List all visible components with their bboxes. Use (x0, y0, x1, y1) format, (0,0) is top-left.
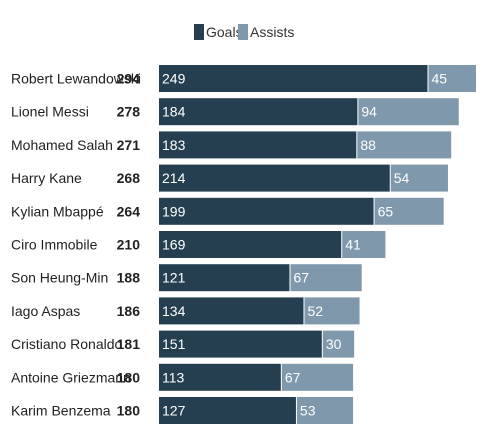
bar-goals (159, 231, 342, 258)
legend-label-assists: Assists (250, 24, 294, 40)
data-label-goals: 184 (162, 104, 186, 120)
data-label-goals: 214 (162, 170, 186, 186)
data-label-assists: 88 (360, 137, 376, 153)
data-label-assists: 67 (285, 369, 301, 385)
data-label-goals: 127 (162, 403, 186, 419)
bar-goals (159, 297, 304, 325)
bar-goals (159, 164, 390, 192)
data-label-goals: 121 (162, 270, 186, 286)
category-label: Kylian Mbappé (11, 203, 104, 219)
category-label: Mohamed Salah (11, 137, 113, 153)
bar-goals (159, 197, 374, 225)
bar-assists (322, 330, 355, 358)
bar-goals (159, 65, 428, 92)
category-label: Iago Aspas (11, 303, 80, 319)
data-label-assists: 41 (345, 237, 361, 253)
category-label: Cristiano Ronaldo (11, 336, 122, 352)
bar-assists (296, 397, 354, 424)
data-label-assists: 30 (326, 336, 342, 352)
total-label: 271 (117, 137, 141, 153)
bar-goals (159, 397, 296, 424)
category-label: Lionel Messi (11, 104, 89, 120)
bar-assists (290, 264, 362, 292)
data-label-assists: 53 (300, 403, 316, 419)
bar-assists (358, 98, 459, 126)
data-label-goals: 134 (162, 303, 186, 319)
bar-assists (342, 231, 386, 258)
data-label-goals: 113 (162, 369, 185, 385)
data-label-goals: 199 (162, 203, 186, 219)
data-label-assists: 45 (431, 71, 447, 87)
data-label-assists: 65 (378, 203, 394, 219)
category-label: Son Heung-Min (11, 270, 108, 286)
bar-assists (281, 363, 354, 391)
total-label: 278 (117, 104, 141, 120)
total-label: 180 (117, 369, 141, 385)
bar-assists (390, 164, 448, 192)
data-label-assists: 67 (293, 270, 309, 286)
bar-goals (159, 363, 281, 391)
category-label: Harry Kane (11, 170, 82, 186)
total-label: 188 (117, 270, 141, 286)
bar-assists (374, 197, 444, 225)
bar-assists (357, 131, 452, 159)
data-label-assists: 54 (394, 170, 410, 186)
data-label-assists: 52 (307, 303, 323, 319)
total-label: 294 (117, 71, 141, 87)
data-label-goals: 169 (162, 237, 186, 253)
category-label: Robert Lewandowski (11, 71, 141, 87)
bar-goals (159, 264, 290, 292)
category-label: Ciro Immobile (11, 237, 98, 253)
category-label: Karim Benzema (11, 403, 111, 419)
bar-assists (428, 65, 476, 92)
total-label: 181 (117, 336, 141, 352)
data-label-goals: 183 (162, 137, 186, 153)
bar-assists (304, 297, 360, 325)
legend-label-goals: Goals (206, 24, 243, 40)
bar-goals (159, 330, 322, 358)
data-label-goals: 249 (162, 71, 186, 87)
bar-goals (159, 131, 357, 159)
total-label: 180 (117, 403, 141, 419)
legend-swatch-goals (194, 24, 204, 40)
data-label-goals: 151 (162, 336, 186, 352)
bar-goals (159, 98, 358, 126)
total-label: 264 (117, 203, 141, 219)
total-label: 210 (117, 237, 141, 253)
total-label: 186 (117, 303, 141, 319)
data-label-assists: 94 (361, 104, 377, 120)
legend-swatch-assists (238, 24, 248, 40)
total-label: 268 (117, 170, 141, 186)
category-label: Antoine Griezmann (11, 369, 131, 385)
